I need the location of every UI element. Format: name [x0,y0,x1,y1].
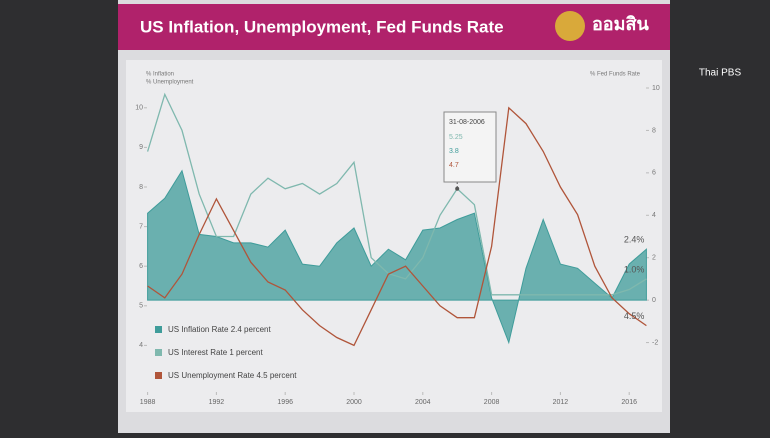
x-tick-label: 2008 [484,399,500,406]
x-tick-label: 2004 [415,399,431,406]
legend-label: US Interest Rate 1 percent [168,348,263,357]
tooltip-box [443,111,497,183]
y-axis-label: % Inflation [146,72,174,78]
y2-tick-label: 8 [652,127,656,134]
y-tick-label: 10 [135,105,143,112]
x-tick-label: 2000 [346,399,362,406]
y2-tick-label: 4 [652,212,656,219]
watermark: Thai PBS [699,68,742,79]
y2-tick-label: -2 [652,339,658,346]
logo: ออมสิน [592,14,649,35]
x-tick-label: 1988 [140,399,156,406]
legend-label: US Unemployment Rate 4.5 percent [168,371,297,380]
y-tick-label: 9 [139,144,143,151]
end-label: 2.4% [624,235,645,245]
y-tick-label: 4 [139,342,143,349]
tooltip-point [455,186,460,191]
x-tick-label: 1996 [277,399,293,406]
chart-title: US Inflation, Unemployment, Fed Funds Ra… [140,17,504,36]
x-tick-label: 2016 [621,399,637,406]
y-tick-label: 8 [139,184,143,191]
y2-tick-label: 0 [652,297,656,304]
y-tick-label: 5 [139,303,143,310]
series-line [146,92,647,296]
y-axis-label: % Unemployment [146,80,194,86]
y2-tick-label: 2 [652,255,656,262]
x-tick-label: 2012 [553,399,569,406]
tooltip-value: 4.7 [449,162,459,169]
x-tick-label: 1992 [209,399,225,406]
y2-tick-label: 10 [652,85,660,92]
legend-swatch [155,372,162,379]
logo-emblem [555,11,585,41]
legend-swatch [155,349,162,356]
inflation-area [147,169,647,345]
end-label: 4.5% [624,311,645,321]
series-line [147,106,647,347]
legend-label: US Inflation Rate 2.4 percent [168,325,272,334]
y2-axis-label: % Fed Funds Rate [590,72,641,78]
legend-swatch [155,326,162,333]
tooltip-date: 31-08-2006 [449,119,485,126]
tooltip-value: 3.8 [449,148,459,155]
end-label: 1.0% [624,264,645,274]
y-tick-label: 7 [139,223,143,230]
y-tick-label: 6 [139,263,143,270]
tooltip-value: 5.25 [449,134,463,141]
y2-tick-label: 6 [652,170,656,177]
